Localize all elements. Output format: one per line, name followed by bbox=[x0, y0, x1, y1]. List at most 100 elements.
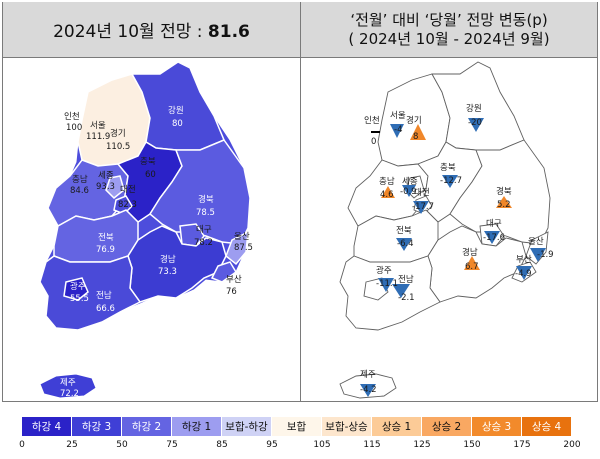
legend-item-up-4: 상승 4 bbox=[522, 417, 572, 436]
left-label-jeonnam-name: 전남 bbox=[96, 290, 112, 301]
right-label-jeonbuk-value: -6.4 bbox=[397, 239, 414, 249]
legend-ticks: 0 25 50 75 85 95 105 115 125 150 175 200 bbox=[0, 440, 600, 456]
left-label-busan-name: 부산 bbox=[226, 274, 242, 285]
right-label-busan-value: -4.9 bbox=[515, 269, 532, 279]
left-label-sejong-name: 세종 bbox=[98, 171, 114, 181]
marker-seoul bbox=[390, 124, 404, 138]
left-label-gwangju-name: 광주 bbox=[70, 281, 86, 292]
left-label-chungnam-name: 충남 bbox=[72, 175, 88, 185]
left-label-seoul-value: 111.9 bbox=[86, 132, 110, 142]
legend-tick: 125 bbox=[413, 440, 431, 450]
left-region-gwangju bbox=[63, 277, 89, 301]
right-label-chungbuk-value: -12.7 bbox=[440, 176, 462, 186]
legend-tick: 95 bbox=[266, 440, 278, 450]
marker-incheon bbox=[371, 131, 380, 133]
left-label-jeju-name: 제주 bbox=[60, 378, 76, 388]
left-panel-title: 2024년 10월 전망 : 81.6 bbox=[3, 2, 300, 58]
right-label-ulsan-value: -1.9 bbox=[537, 250, 554, 260]
marker-sejong bbox=[402, 185, 416, 197]
right-label-chungbuk-name: 충북 bbox=[440, 163, 456, 173]
legend-tick: 85 bbox=[216, 440, 228, 450]
left-label-gwangju-value: 55.5 bbox=[70, 294, 89, 304]
right-label-jeonnam-name: 전남 bbox=[398, 274, 414, 285]
left-label-jeonbuk-name: 전북 bbox=[98, 232, 114, 243]
legend-item-down-1: 하강 1 bbox=[172, 417, 222, 436]
legend-label: 하강 1 bbox=[181, 421, 212, 433]
left-label-seoul-name: 서울 bbox=[90, 121, 106, 131]
left-label-gyeonggi-name: 경기 bbox=[110, 128, 126, 139]
right-label-ulsan-name: 울산 bbox=[528, 236, 544, 247]
marker-chungnam bbox=[381, 186, 395, 198]
legend-label: 하강 2 bbox=[131, 421, 162, 433]
right-label-jeonbuk-name: 전북 bbox=[396, 225, 412, 236]
legend-label: 하강 3 bbox=[81, 421, 112, 433]
legend-item-up-3: 상승 3 bbox=[472, 417, 522, 436]
right-label-daegu-name: 대구 bbox=[486, 219, 502, 229]
left-label-incheon-name: 인천 bbox=[64, 111, 80, 122]
right-label-chungnam-value: 4.6 bbox=[380, 190, 394, 200]
marker-gyeongbuk bbox=[496, 196, 512, 208]
right-label-gangwon-value: -20 bbox=[468, 118, 482, 128]
left-label-gangwon-name: 강원 bbox=[168, 105, 184, 116]
left-region-ulsan bbox=[225, 230, 249, 266]
right-label-daejeon-name: 대전 bbox=[414, 187, 430, 198]
right-label-jeonnam-value: -2.1 bbox=[398, 293, 415, 303]
left-region-sejong bbox=[105, 175, 125, 200]
legend-item-down-4: 하강 4 bbox=[22, 417, 72, 436]
legend-label: 보합 bbox=[286, 421, 307, 433]
left-label-ulsan-value: 87.5 bbox=[234, 243, 253, 253]
left-label-gyeongnam-value: 73.3 bbox=[158, 267, 177, 277]
right-label-seoul-name: 서울 bbox=[390, 111, 406, 121]
left-label-gyeongbuk-value: 78.5 bbox=[196, 208, 215, 218]
left-label-chungnam-value: 84.6 bbox=[70, 186, 89, 196]
right-title-line2: ( 2024년 10월 - 2024년 9월) bbox=[348, 29, 550, 48]
marker-gangwon bbox=[468, 118, 484, 132]
legend-label: 상승 2 bbox=[431, 421, 462, 433]
right-label-gangwon-name: 강원 bbox=[466, 103, 482, 114]
left-region-daegu bbox=[179, 223, 205, 247]
right-region-jeonnam bbox=[339, 255, 441, 331]
right-label-gyeonggi-value: 8 bbox=[413, 132, 418, 142]
right-label-incheon-value: 0 bbox=[371, 137, 376, 147]
left-labels: 인천 100 서울 111.9 경기 110.5 강원 80 충북 60 충남 … bbox=[60, 105, 253, 399]
legend-tick: 50 bbox=[116, 440, 128, 450]
right-label-sejong-name: 세종 bbox=[402, 177, 418, 187]
left-label-busan-value: 76 bbox=[226, 287, 237, 297]
marker-jeonnam bbox=[392, 284, 410, 298]
legend-tick: 0 bbox=[19, 440, 25, 450]
marker-gwangju bbox=[378, 278, 394, 292]
left-label-gyeonggi-value: 110.5 bbox=[106, 142, 130, 152]
marker-busan bbox=[516, 266, 532, 280]
right-label-seoul-value: -4 bbox=[394, 125, 402, 135]
panel-divider bbox=[300, 2, 301, 402]
legend-label: 상승 4 bbox=[531, 421, 562, 433]
left-label-daegu-value: 78.2 bbox=[194, 238, 213, 248]
left-label-daegu-name: 대구 bbox=[196, 225, 212, 235]
left-label-jeju-value: 72.2 bbox=[60, 389, 79, 399]
right-label-sejong-value: -0.9 bbox=[400, 187, 417, 197]
right-label-jeju-value: -4.2 bbox=[360, 385, 377, 395]
marker-daegu bbox=[484, 231, 500, 244]
left-label-incheon-value: 100 bbox=[66, 123, 82, 133]
legend-item-down-3: 하강 3 bbox=[72, 417, 122, 436]
legend-tick: 200 bbox=[563, 440, 581, 450]
legend-item-up-2: 상승 2 bbox=[422, 417, 472, 436]
marker-jeonbuk bbox=[396, 238, 412, 251]
marker-jeju bbox=[360, 384, 376, 397]
right-markers bbox=[360, 118, 546, 397]
left-label-jeonbuk-value: 76.9 bbox=[96, 245, 115, 255]
left-label-jeonnam-value: 66.6 bbox=[96, 304, 115, 314]
right-label-gyeongnam-value: 6.7 bbox=[465, 262, 479, 272]
left-region-jeju bbox=[39, 373, 97, 399]
legend-tick: 105 bbox=[313, 440, 331, 450]
left-label-chungbuk-value: 60 bbox=[145, 170, 156, 180]
legend-bar: 하강 4 하강 3 하강 2 하강 1 보합-하강 보합 보합-상승 상승 1 … bbox=[22, 417, 572, 436]
marker-gyeongnam bbox=[464, 256, 480, 270]
left-region-jeonnam bbox=[39, 255, 142, 331]
left-label-gangwon-value: 80 bbox=[172, 119, 183, 129]
left-label-ulsan-name: 울산 bbox=[234, 231, 250, 242]
right-label-jeju-name: 제주 bbox=[360, 370, 376, 380]
legend-tick: 75 bbox=[166, 440, 178, 450]
right-label-gyeongnam-name: 경남 bbox=[462, 247, 478, 258]
